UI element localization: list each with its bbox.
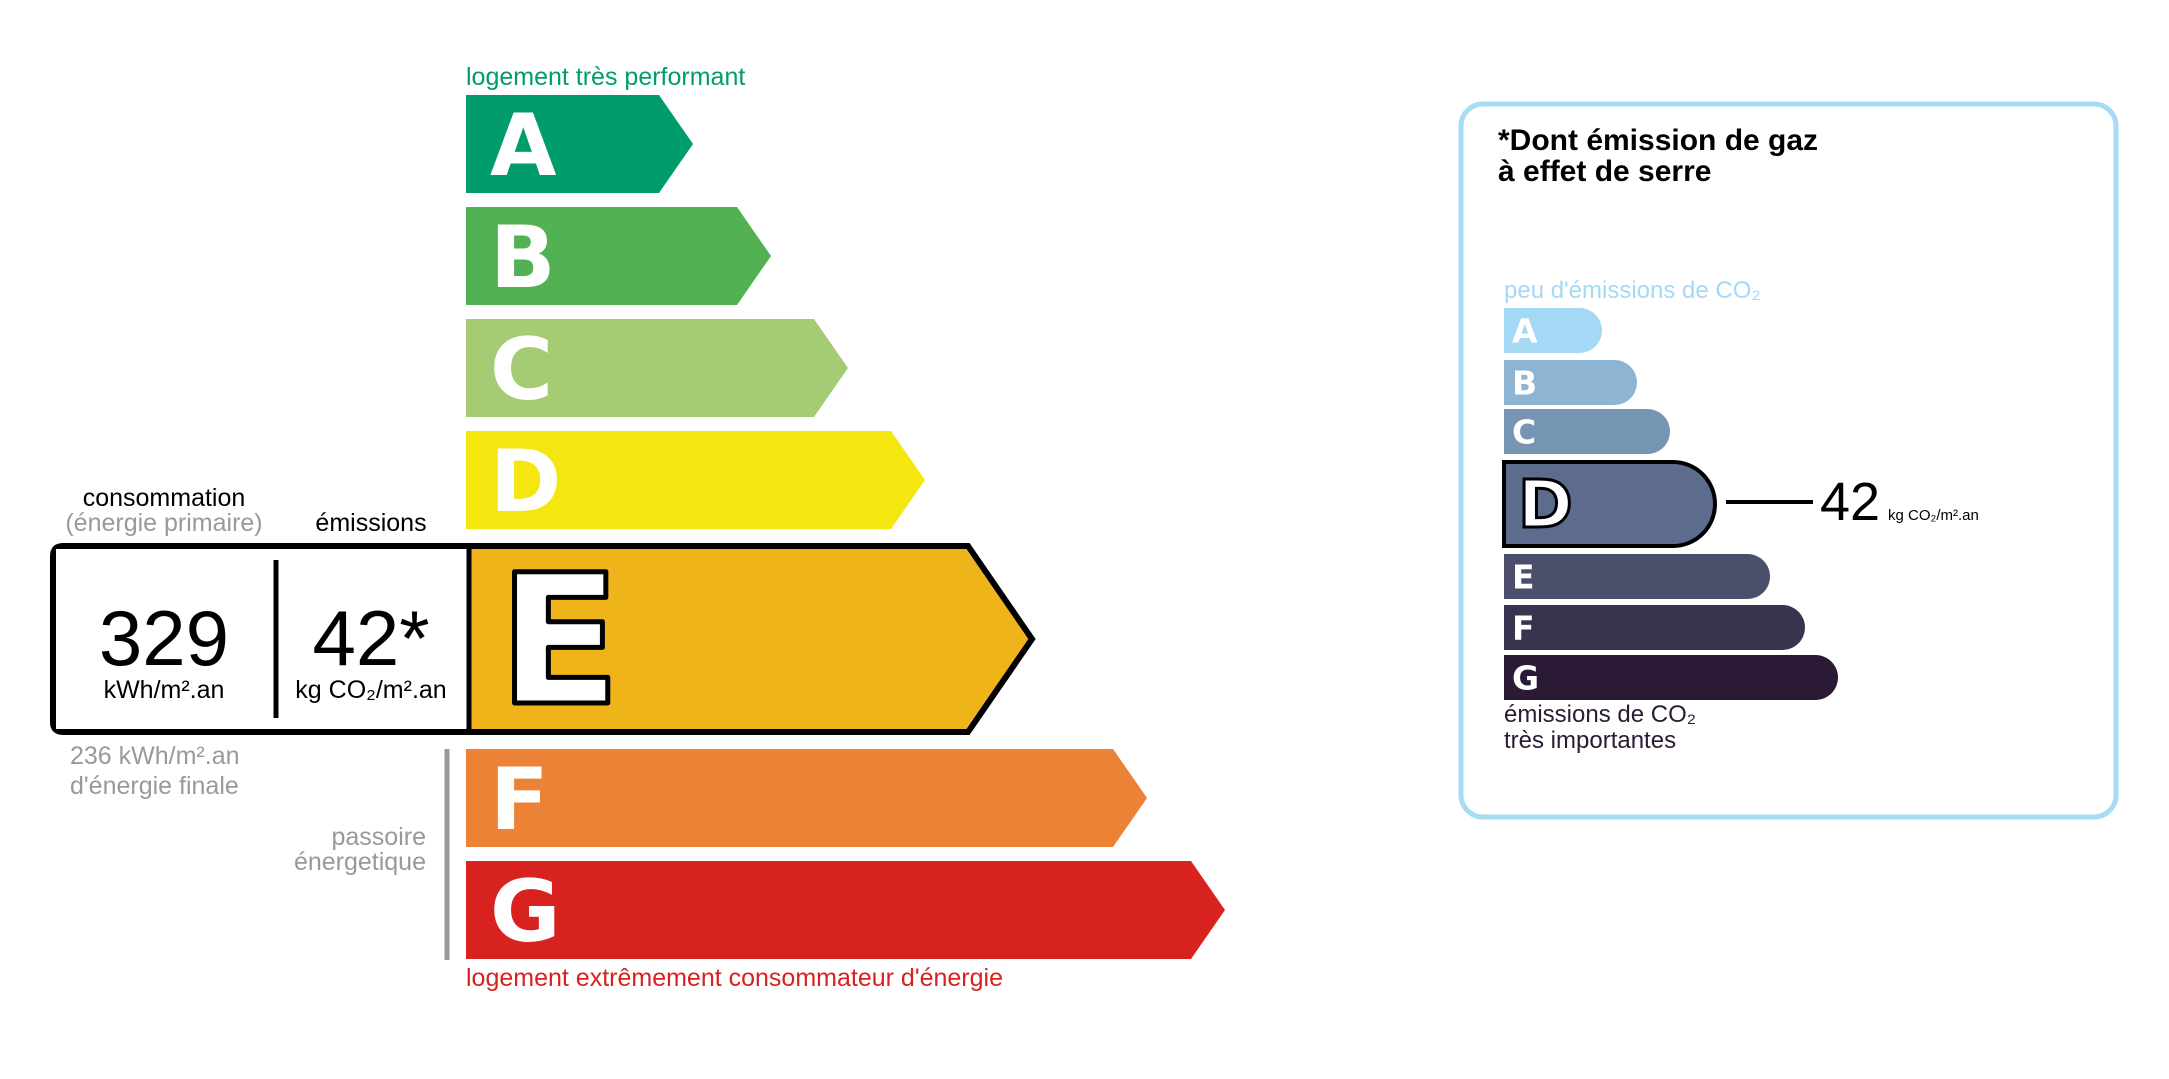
energy-bottom-label: logement extrêmement consommateur d'éner… <box>466 964 1003 992</box>
passoire-label-1: passoire <box>332 823 427 851</box>
ges-bar-letter: D <box>1518 466 1573 543</box>
final-energy-label: d'énergie finale <box>70 772 239 800</box>
consumption-unit: kWh/m².an <box>104 676 225 704</box>
energy-bar-b <box>466 207 771 305</box>
ges-bar-letter: G <box>1512 659 1539 698</box>
ges-bar-letter: A <box>1512 312 1538 351</box>
ges-bottom-label-2: très importantes <box>1504 727 1676 754</box>
ges-title-1: *Dont émission de gaz <box>1498 124 1818 157</box>
current-class-letter: E <box>498 537 621 746</box>
ges-bottom-label-1: émissions de CO₂ <box>1504 701 1696 728</box>
consumption-value: 329 <box>99 594 229 682</box>
ges-bar-b <box>1504 360 1637 405</box>
energy-bar-letter: C <box>490 320 553 420</box>
ges-top-label: peu d'émissions de CO₂ <box>1504 277 1761 304</box>
ges-value: 42 <box>1820 472 1880 532</box>
ges-title-2: à effet de serre <box>1498 155 1711 188</box>
ges-bar-letter: C <box>1512 413 1536 452</box>
emissions-unit: kg CO₂/m².an <box>295 676 446 704</box>
passoire-label-2: énergetique <box>294 848 426 876</box>
ges-bar-letter: B <box>1512 364 1537 403</box>
consumption-sublabel: (énergie primaire) <box>65 509 262 537</box>
emissions-value: 42* <box>312 594 429 682</box>
values-box <box>56 549 469 729</box>
ges-bar-c <box>1504 409 1670 454</box>
ges-bar-a <box>1504 308 1603 353</box>
energy-top-label: logement très performant <box>466 63 745 91</box>
ges-bar-g <box>1504 655 1838 700</box>
final-energy-value: 236 kWh/m².an <box>70 742 240 770</box>
energy-bar-letter: A <box>490 96 557 196</box>
energy-bar-letter: G <box>490 862 561 962</box>
ges-bar-letter: F <box>1512 609 1535 648</box>
emissions-label: émissions <box>315 509 426 537</box>
ges-bar-f <box>1504 605 1805 650</box>
energy-bar-c <box>466 319 848 417</box>
energy-bar-e <box>469 549 1029 729</box>
energy-bar-a <box>466 95 693 193</box>
energy-bar-letter: B <box>490 208 556 308</box>
energy-bar-letter: D <box>490 432 561 532</box>
current-class-frame <box>50 543 1036 735</box>
ges-unit: kg CO₂/m².an <box>1888 507 1979 524</box>
energy-bar-letter: F <box>490 750 549 850</box>
energy-bar-g <box>466 861 1225 959</box>
energy-bar-f <box>466 749 1147 847</box>
ges-bar-letter: E <box>1512 558 1535 597</box>
ges-bar-d <box>1502 460 1717 548</box>
energy-bar-d <box>466 431 925 529</box>
consumption-label: consommation <box>83 484 246 512</box>
ges-bar-e <box>1504 554 1771 599</box>
